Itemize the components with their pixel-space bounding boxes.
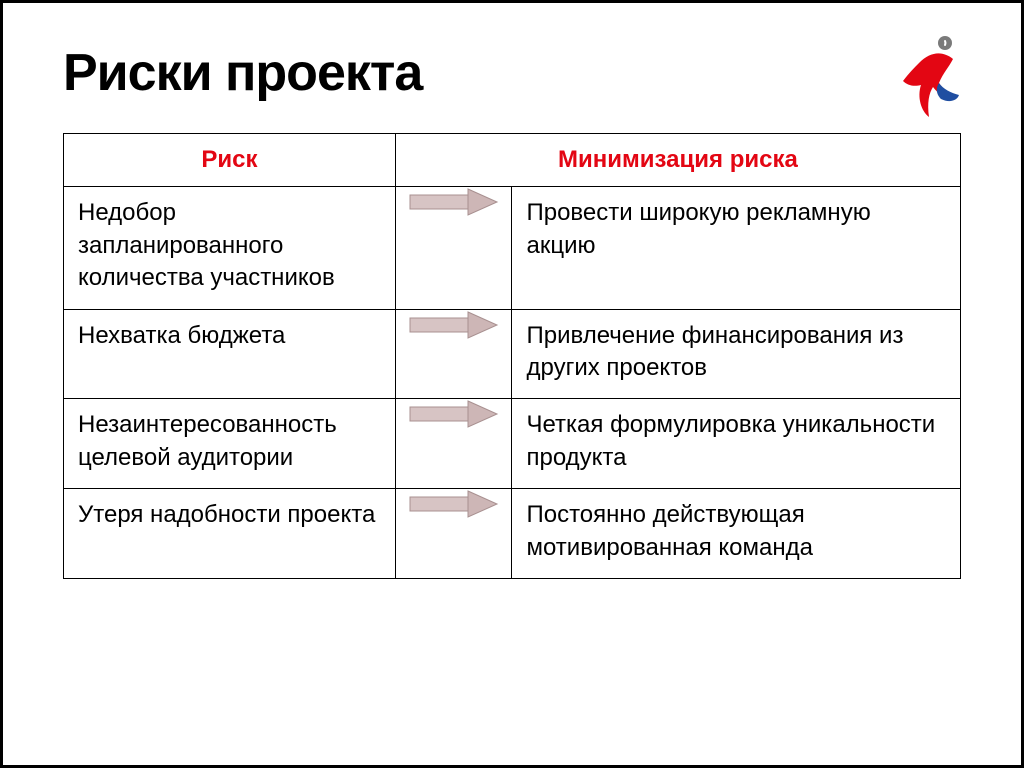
header-risk: Риск bbox=[64, 134, 396, 187]
risk-text: Незаинтересованность целевой аудитории bbox=[64, 399, 396, 489]
mitigation-text: Привлечение финансирования из других про… bbox=[512, 309, 961, 399]
risk-text: Утеря надобности проекта bbox=[64, 489, 396, 579]
risk-text: Недобор запланированного количества учас… bbox=[64, 187, 396, 309]
table-row: Нехватка бюджета Привлечение финансирова… bbox=[64, 309, 961, 399]
arrow-icon bbox=[395, 309, 512, 399]
table-row: Недобор запланированного количества учас… bbox=[64, 187, 961, 309]
mitigation-text: Постоянно действующая мотивированная ком… bbox=[512, 489, 961, 579]
arrow-icon bbox=[395, 399, 512, 489]
table-header-row: Риск Минимизация риска bbox=[64, 134, 961, 187]
arrow-icon bbox=[395, 187, 512, 309]
mitigation-text: Четкая формулировка уникальности продукт… bbox=[512, 399, 961, 489]
table-row: Утеря надобности проекта Постоянно дейст… bbox=[64, 489, 961, 579]
slide-title: Риски проекта bbox=[63, 43, 961, 103]
logo-icon bbox=[899, 33, 971, 126]
mitigation-text: Провести широкую рекламную акцию bbox=[512, 187, 961, 309]
slide: Риски проекта Риск Минимизация риска Нед… bbox=[3, 3, 1021, 765]
risk-table: Риск Минимизация риска Недобор запланиро… bbox=[63, 133, 961, 579]
table-row: Незаинтересованность целевой аудитории Ч… bbox=[64, 399, 961, 489]
risk-text: Нехватка бюджета bbox=[64, 309, 396, 399]
arrow-icon bbox=[395, 489, 512, 579]
header-mitigation: Минимизация риска bbox=[395, 134, 960, 187]
